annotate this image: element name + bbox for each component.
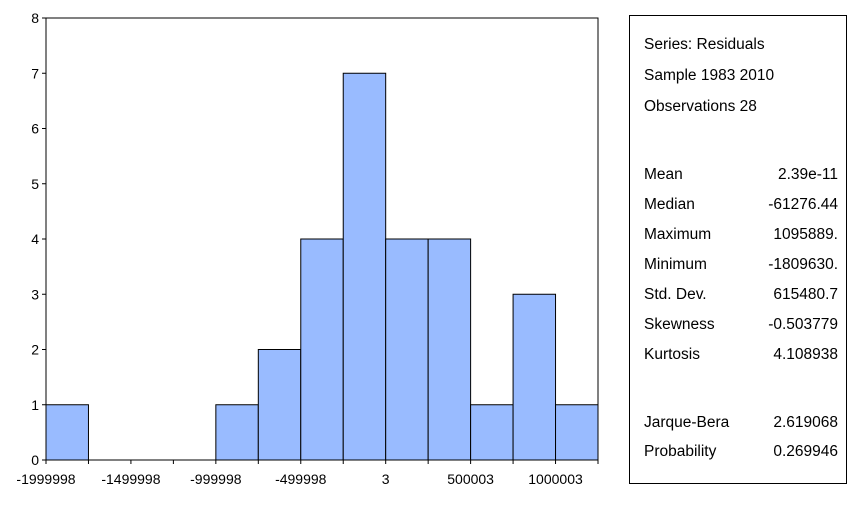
x-axis: -1999998 -1499998 -999998 -499998 3 500003 100…	[16, 460, 599, 487]
histogram-bar-0	[45, 404, 89, 461]
histogram-bar-7	[342, 72, 387, 461]
stat-label: Skewness	[644, 316, 715, 333]
y-tick-label: 6	[31, 121, 39, 137]
stat-label: Maximum	[644, 226, 712, 243]
statistics-panel: Series: Residuals Sample 1983 2010 Obser…	[629, 15, 847, 484]
stat-label: Probability	[644, 443, 717, 460]
bars-layer	[45, 72, 599, 461]
stat-value: -61276.44	[768, 196, 838, 213]
stat-row: Mean 2.39e-11	[644, 166, 838, 186]
stat-value: 0.269946	[773, 443, 838, 460]
stat-value: -1809630.	[768, 256, 838, 273]
histogram-bar-6	[300, 238, 344, 461]
x-tick-label: 1000003	[528, 471, 583, 487]
y-tick-label: 5	[31, 176, 39, 192]
y-tick-label: 7	[31, 65, 39, 81]
y-tick-label: 8	[31, 10, 39, 26]
sample-range: Sample 1983 2010	[644, 67, 775, 84]
histogram-bar-12	[555, 404, 599, 461]
stat-label: Median	[644, 196, 695, 213]
y-tick-label: 0	[31, 452, 39, 468]
stat-row: Skewness -0.503779	[644, 316, 838, 336]
stat-value: 1095889.	[773, 226, 838, 243]
stat-value: 4.108938	[773, 346, 838, 363]
histogram-bar-5	[257, 349, 302, 461]
stat-label: Minimum	[644, 256, 707, 273]
stat-row: Kurtosis 4.108938	[644, 346, 838, 366]
x-tick-label: -1499998	[101, 471, 160, 487]
histogram-chart: 0 1 2 3 4 5 6 7 8 -1999998 -1499998 -999998 -499998…	[16, 10, 599, 487]
stat-row: Maximum 1095889.	[644, 226, 838, 246]
stat-row: Std. Dev. 615480.7	[644, 286, 838, 306]
y-axis: 0 1 2 3 4 5 6 7 8	[31, 10, 46, 468]
histogram-bar-10	[470, 404, 514, 461]
y-tick-label: 4	[31, 231, 39, 247]
x-tick-label: 3	[382, 471, 390, 487]
stat-value: 2.39e-11	[777, 166, 838, 183]
stat-value: 2.619068	[773, 414, 838, 431]
stat-row: Minimum -1809630.	[644, 256, 838, 276]
histogram-bar-9	[427, 238, 472, 461]
y-tick-label: 3	[31, 286, 39, 302]
stat-row: Jarque-Bera 2.619068	[644, 414, 838, 434]
y-tick-label: 2	[31, 342, 39, 358]
stat-label: Std. Dev.	[644, 286, 707, 303]
x-tick-label: 500003	[447, 471, 494, 487]
stat-label: Jarque-Bera	[644, 414, 730, 431]
histogram-bar-4	[215, 404, 259, 461]
series-name: Series: Residuals	[644, 36, 765, 53]
stat-row: Probability 0.269946	[644, 443, 838, 463]
stat-value: 615480.7	[773, 286, 838, 303]
x-tick-label: -1999998	[16, 471, 75, 487]
stat-label: Kurtosis	[644, 346, 700, 363]
histogram-bar-11	[512, 293, 557, 461]
x-tick-label: -999998	[190, 471, 242, 487]
observations-count: Observations 28	[644, 98, 757, 115]
y-tick-label: 1	[31, 397, 39, 413]
stat-row: Median -61276.44	[644, 196, 838, 216]
histogram-bar-8	[385, 238, 429, 461]
x-tick-label: -499998	[275, 471, 327, 487]
stat-value: -0.503779	[768, 316, 838, 333]
stat-label: Mean	[644, 166, 683, 183]
